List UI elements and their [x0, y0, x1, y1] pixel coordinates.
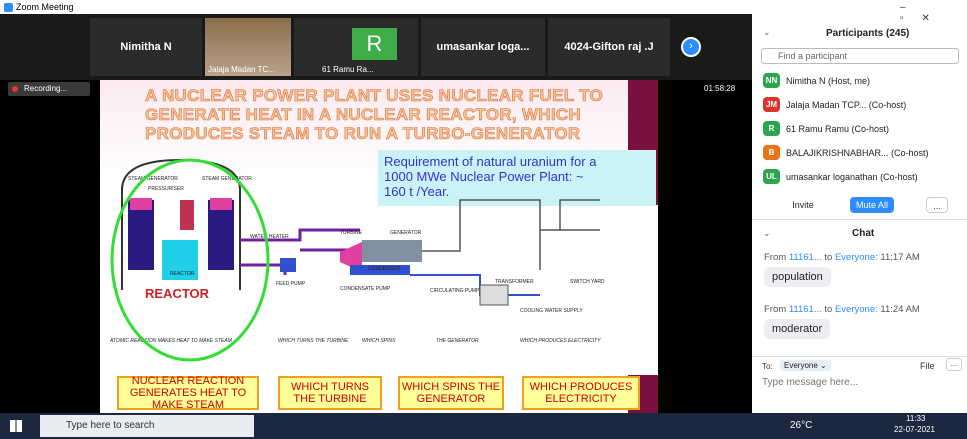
- diagram-label: PRESSURISER: [148, 186, 184, 192]
- collapse[interactable]: ⌄: [763, 228, 771, 239]
- divider: [752, 219, 967, 220]
- to-label: To:: [762, 362, 773, 371]
- caption: ATOMIC REACTION MAKES HEAT TO MAKE STEAM: [109, 338, 233, 344]
- diagram-label: SWITCH YARD: [570, 279, 605, 285]
- divider: [752, 356, 967, 357]
- caption-box: NUCLEAR REACTION GENERATES HEAT TO MAKE …: [117, 376, 259, 410]
- reactor-label: REACTOR: [145, 286, 210, 301]
- participant-name: 61 Ramu Ramu (Co-host): [786, 124, 889, 134]
- diagram-label: REACTOR: [170, 271, 195, 277]
- chat-more[interactable]: ...: [946, 358, 962, 371]
- avatar: R: [352, 28, 397, 60]
- zoom-icon: [4, 3, 13, 12]
- record-dot: [12, 86, 18, 92]
- participant-avatar: B: [763, 145, 780, 160]
- sender: 11161...: [789, 304, 822, 315]
- taskbar-search[interactable]: Type here to search: [40, 415, 254, 437]
- participant-name: umasankar loganathan (Co-host): [786, 172, 918, 182]
- diagram-label: WATER HEATER: [250, 234, 289, 240]
- participant-name: BALAJIKRISHNABHAR... (Co-host): [786, 148, 929, 158]
- message-time: 11:24 AM: [880, 304, 919, 315]
- mute-all-button[interactable]: Mute All: [850, 197, 894, 213]
- chat-header: Chat: [852, 228, 874, 239]
- message-header: From 11161... to Everyone: 11:24 AM: [764, 304, 920, 315]
- to-word: to: [824, 304, 832, 315]
- participant-name: Nimitha N (Host, me): [786, 76, 870, 86]
- to-word: to: [824, 252, 832, 263]
- diagram-label: CONDENSER: [368, 266, 400, 272]
- diagram-label: FEED PUMP: [276, 281, 306, 287]
- clock-time: 11:33: [906, 414, 925, 423]
- caption-box: WHICH PRODUCES ELECTRICITY: [522, 376, 640, 410]
- message-bubble: moderator: [764, 319, 830, 339]
- caption: WHICH SPINS: [362, 338, 396, 344]
- recording-badge: Recording...: [8, 82, 90, 96]
- file-button[interactable]: File: [920, 361, 935, 371]
- diagram-label: TRANSFORMER: [495, 279, 534, 285]
- recipient: Everyone:: [835, 304, 878, 315]
- diagram-label: COOLING WATER SUPPLY: [520, 308, 583, 314]
- title-bar: Zoom Meeting: [0, 0, 752, 14]
- start-button[interactable]: [10, 420, 22, 432]
- caption-box: WHICH SPINS THE GENERATOR: [398, 376, 504, 410]
- diagram-label: TURBINE: [340, 230, 363, 236]
- participant-avatar: R: [763, 121, 780, 136]
- search-text: Type here to search: [66, 420, 154, 431]
- plant-diagram: STEAM GENERATOR STEAM GENERATOR PRESSURI…: [100, 80, 658, 380]
- participant-row[interactable]: NN Nimitha N (Host, me): [763, 73, 870, 88]
- caption: THE GENERATOR: [436, 338, 479, 344]
- participant-avatar: NN: [763, 73, 780, 88]
- clock-date: 22-07-2021: [894, 425, 935, 434]
- timer: 01:58:28: [704, 84, 735, 93]
- diagram-label: STEAM GENERATOR: [202, 176, 252, 182]
- recording-text: Recording...: [24, 84, 67, 93]
- video-tile[interactable]: umasankar loga...: [421, 18, 545, 76]
- zoom-window: Zoom Meeting Nimitha N Jalaja Madan TC..…: [0, 0, 967, 439]
- participant-row[interactable]: R 61 Ramu Ramu (Co-host): [763, 121, 889, 136]
- more-button[interactable]: ...: [926, 197, 948, 213]
- caption: WHICH TURNS THE TURBINE: [278, 338, 349, 344]
- participant-row[interactable]: B BALAJIKRISHNABHAR... (Co-host): [763, 145, 929, 160]
- to-select[interactable]: Everyone ⌄: [780, 360, 831, 371]
- diagram-label: CONDENSATE PUMP: [340, 286, 391, 292]
- recipient: Everyone:: [835, 252, 878, 263]
- diagram-label: CIRCULATING PUMP: [430, 288, 480, 294]
- video-tile[interactable]: Nimitha N: [90, 18, 202, 76]
- participant-avatar: UL: [763, 169, 780, 184]
- participant-row[interactable]: JM Jalaja Madan TCP... (Co-host): [763, 97, 906, 112]
- caption-box: WHICH TURNS THE TURBINE: [278, 376, 382, 410]
- video-tile[interactable]: Jalaja Madan TC...: [205, 18, 291, 76]
- search-placeholder: Find a participant: [778, 51, 847, 61]
- collapse[interactable]: ⌄: [763, 27, 771, 38]
- caption: WHICH PRODUCES ELECTRICITY: [520, 338, 601, 344]
- sender: 11161...: [789, 252, 822, 263]
- message-header: From 11161... to Everyone: 11:17 AM: [764, 252, 920, 263]
- search-box[interactable]: Find a participant: [761, 48, 959, 64]
- window-controls[interactable]: –▫✕: [900, 2, 967, 24]
- participant-name: Jalaja Madan TCP... (Co-host): [786, 100, 906, 110]
- message-bubble: population: [764, 267, 831, 287]
- message-input[interactable]: Type message here...: [762, 377, 858, 388]
- invite-button[interactable]: Invite: [784, 197, 822, 213]
- diagram-label: GENERATOR: [390, 230, 422, 236]
- next-button[interactable]: ›: [681, 37, 701, 57]
- participant-row[interactable]: UL umasankar loganathan (Co-host): [763, 169, 918, 184]
- participants-header: Participants (245): [826, 28, 909, 39]
- window-title: Zoom Meeting: [16, 2, 74, 12]
- participant-avatar: JM: [763, 97, 780, 112]
- from-word: From: [764, 252, 786, 263]
- video-tile[interactable]: 4024-Gifton raj .J: [548, 18, 670, 76]
- message-time: 11:17 AM: [880, 252, 919, 263]
- diagram-label: STEAM GENERATOR: [128, 176, 178, 182]
- from-word: From: [764, 304, 786, 315]
- weather: 26°C: [790, 420, 812, 431]
